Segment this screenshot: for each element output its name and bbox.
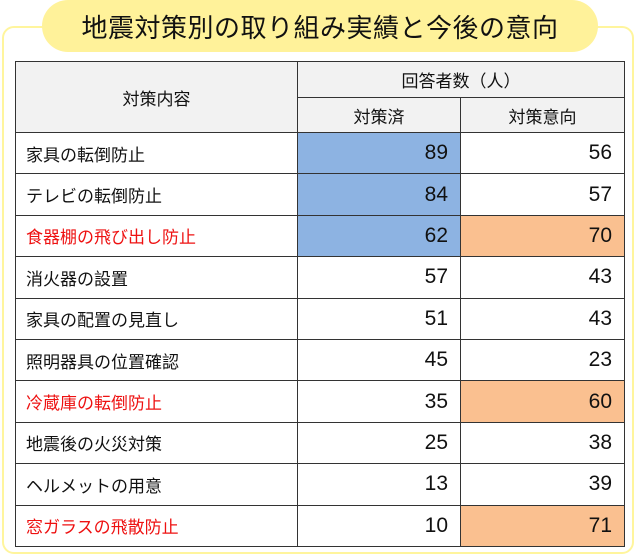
header-respondents: 回答者数（人） xyxy=(297,61,625,98)
measure-label: ヘルメットの用意 xyxy=(15,463,298,506)
table-row: 食器棚の飛び出し防止 62 70 xyxy=(15,214,625,258)
done-count: 62 xyxy=(297,214,461,258)
done-count: 45 xyxy=(297,338,461,382)
table-row: 家具の配置の見直し 51 43 xyxy=(15,297,625,340)
intent-count: 43 xyxy=(460,256,625,299)
intent-count: 39 xyxy=(460,463,625,506)
done-count: 57 xyxy=(297,256,461,299)
table-row: 冷蔵庫の転倒防止 35 60 xyxy=(15,380,625,423)
table-row: 地震後の火災対策 25 38 xyxy=(15,421,625,465)
intent-count: 56 xyxy=(460,131,625,175)
measure-label: テレビの転倒防止 xyxy=(15,173,298,216)
intent-count: 38 xyxy=(460,421,625,465)
done-count: 13 xyxy=(297,463,461,506)
header-done: 対策済 xyxy=(297,97,461,133)
done-count: 84 xyxy=(297,173,461,216)
done-count: 35 xyxy=(297,380,461,423)
table-row: 窓ガラスの飛散防止 10 71 xyxy=(15,504,625,547)
measure-label: 食器棚の飛び出し防止 xyxy=(15,214,298,258)
header-measure: 対策内容 xyxy=(15,61,298,133)
intent-count: 23 xyxy=(460,338,625,382)
page-title: 地震対策別の取り組み実績と今後の意向 xyxy=(42,0,598,52)
intent-count: 43 xyxy=(460,297,625,340)
measure-label: 照明器具の位置確認 xyxy=(15,338,298,382)
intent-count: 71 xyxy=(460,504,625,547)
done-count: 10 xyxy=(297,504,461,547)
measures-table: 対策内容 回答者数（人） 対策済 対策意向 家具の転倒防止 89 56 テレビの転倒防… xyxy=(15,61,625,547)
done-count: 51 xyxy=(297,297,461,340)
measure-label: 家具の転倒防止 xyxy=(15,131,298,175)
measure-label: 消火器の設置 xyxy=(15,256,298,299)
intent-count: 60 xyxy=(460,380,625,423)
done-count: 25 xyxy=(297,421,461,465)
intent-count: 57 xyxy=(460,173,625,216)
measure-label: 窓ガラスの飛散防止 xyxy=(15,504,298,547)
measure-label: 地震後の火災対策 xyxy=(15,421,298,465)
measure-label: 冷蔵庫の転倒防止 xyxy=(15,380,298,423)
table-row: 家具の転倒防止 89 56 xyxy=(15,131,625,175)
done-count: 89 xyxy=(297,131,461,175)
header-intent: 対策意向 xyxy=(460,97,625,133)
table-row: ヘルメットの用意 13 39 xyxy=(15,463,625,506)
intent-count: 70 xyxy=(460,214,625,258)
table-row: 消火器の設置 57 43 xyxy=(15,256,625,299)
measure-label: 家具の配置の見直し xyxy=(15,297,298,340)
table-row: テレビの転倒防止 84 57 xyxy=(15,173,625,216)
table-row: 照明器具の位置確認 45 23 xyxy=(15,338,625,382)
